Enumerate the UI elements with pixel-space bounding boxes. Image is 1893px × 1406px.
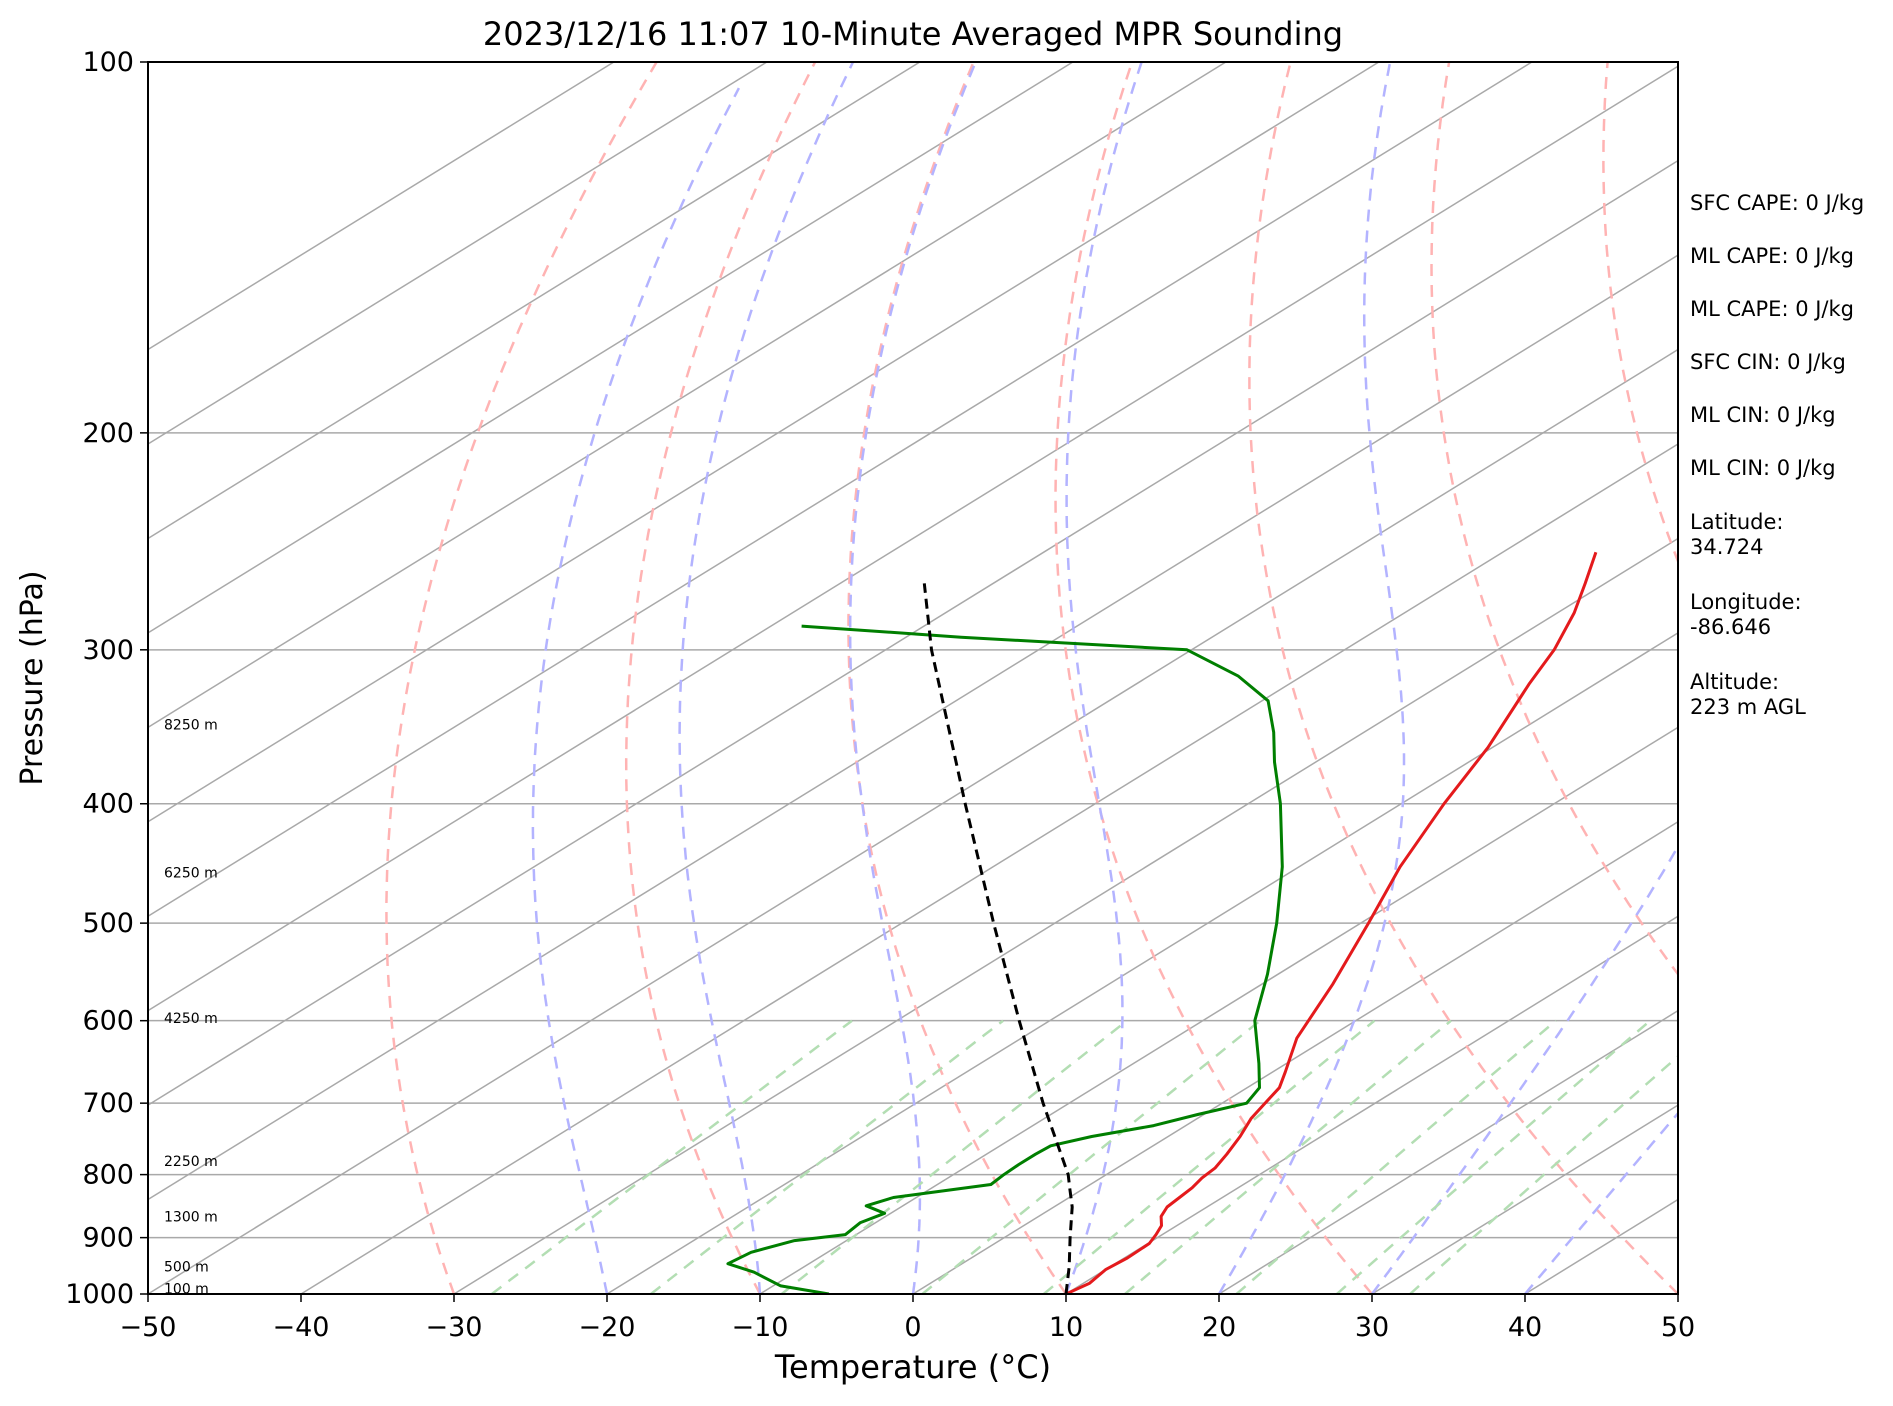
annotation-line: 34.724	[1690, 535, 1763, 559]
dry-adiabat	[624, 62, 817, 1294]
mixing-ratio-line	[1335, 1019, 1651, 1294]
annotation-line: ML CIN: 0 J/kg	[1690, 403, 1836, 427]
height-label: 100 m	[164, 1282, 209, 1298]
sounding-annotations: SFC CAPE: 0 J/kg ML CAPE: 0 J/kg ML CAPE: …	[1690, 191, 1864, 719]
y-tick-label: 100	[82, 47, 134, 78]
y-axis-label: Pressure (hPa)	[15, 570, 50, 785]
sounding-lines	[726, 551, 1598, 1294]
x-tick-label: −40	[273, 1312, 330, 1343]
annotation-line: -86.646	[1690, 615, 1771, 639]
mixing-ratio-line	[1409, 1054, 1678, 1294]
background-grid	[148, 62, 1678, 1294]
x-tick-label: 20	[1202, 1312, 1236, 1343]
annotation-line: Altitude:	[1690, 670, 1779, 694]
x-tick-label: −30	[426, 1312, 483, 1343]
height-label: 6250 m	[164, 866, 218, 882]
y-axis-ticks: 100 200 300 400 500 600 700 800 900 1000	[65, 47, 148, 1310]
y-tick-label: 200	[82, 418, 134, 449]
mixing-ratio-line	[1124, 1019, 1452, 1294]
moist-adiabat	[848, 62, 977, 1294]
mixing-ratio-line	[780, 1019, 1128, 1294]
isotherm	[148, 62, 1380, 823]
dry-adiabat	[1248, 62, 1678, 1294]
x-tick-label: 10	[1049, 1312, 1083, 1343]
annotation-line: 223 m AGL	[1690, 695, 1806, 719]
isotherm	[148, 62, 1227, 729]
annotation-line: ML CAPE: 0 J/kg	[1690, 297, 1854, 321]
height-label: 1300 m	[164, 1209, 218, 1225]
dry-adiabat	[847, 62, 1068, 1294]
moist-adiabat	[1064, 62, 1143, 1294]
y-tick-label: 800	[82, 1160, 134, 1191]
annotation-line: SFC CAPE: 0 J/kg	[1690, 191, 1864, 215]
moist-adiabat	[1524, 1111, 1678, 1294]
isotherm	[148, 159, 1678, 1106]
moist-adiabat	[1217, 62, 1406, 1294]
isotherm	[148, 65, 1678, 1012]
y-tick-label: 700	[82, 1088, 134, 1119]
y-tick-label: 1000	[65, 1279, 134, 1310]
x-tick-label: 40	[1508, 1312, 1542, 1343]
height-label: 500 m	[164, 1260, 209, 1276]
isotherm	[148, 62, 921, 540]
height-label: 4250 m	[164, 1011, 218, 1027]
parcel-path	[922, 583, 1074, 1294]
x-axis-label: Temperature (°C)	[774, 1348, 1051, 1386]
height-label: 2250 m	[164, 1154, 218, 1170]
mixing-ratio-line	[1235, 1019, 1557, 1294]
y-tick-label: 600	[82, 1006, 134, 1037]
dry-adiabat	[1602, 62, 1678, 565]
height-label: 8250 m	[164, 718, 218, 734]
isotherm	[1218, 1009, 1678, 1294]
isotherm	[148, 348, 1678, 1294]
dewpoint-trace	[726, 624, 1284, 1294]
x-tick-label: −50	[120, 1312, 177, 1343]
y-tick-label: 900	[82, 1223, 134, 1254]
x-tick-label: 30	[1355, 1312, 1389, 1343]
annotation-line: Longitude:	[1690, 590, 1802, 614]
moist-adiabat	[678, 62, 855, 1294]
annotation-line: ML CIN: 0 J/kg	[1690, 456, 1836, 480]
annotation-line: ML CAPE: 0 J/kg	[1690, 244, 1854, 268]
height-labels: 8250 m 6250 m 4250 m 2250 m 1300 m 500 m 100 m	[164, 718, 218, 1298]
dry-adiabat	[1054, 62, 1373, 1294]
y-tick-label: 300	[82, 635, 134, 666]
annotation-line: Latitude:	[1690, 510, 1784, 534]
x-tick-label: −10	[732, 1312, 789, 1343]
isotherm	[453, 537, 1678, 1294]
mixing-ratio-line	[650, 1019, 1004, 1294]
isotherm	[148, 62, 1533, 918]
isotherm	[759, 726, 1678, 1294]
isotherm	[300, 443, 1678, 1294]
isotherm	[148, 62, 615, 351]
x-tick-label: 0	[904, 1312, 921, 1343]
isotherm	[148, 254, 1678, 1201]
isotherm	[1065, 915, 1678, 1294]
temperature-trace	[1065, 551, 1598, 1294]
x-axis-ticks: −50 −40 −30 −20 −10 0 10 20 30 40 50	[120, 1294, 1695, 1343]
moist-adiabat	[531, 87, 741, 1294]
isotherm	[912, 820, 1678, 1294]
mixing-ratio-line	[921, 1019, 1261, 1294]
y-tick-label: 500	[82, 908, 134, 939]
mixing-ratio-line	[1042, 1019, 1376, 1294]
y-tick-label: 400	[82, 789, 134, 820]
dry-adiabat	[1430, 62, 1678, 977]
isotherm	[606, 632, 1678, 1294]
plot-frame	[147, 61, 1679, 1295]
isotherm	[148, 62, 1074, 634]
annotation-line: SFC CIN: 0 J/kg	[1690, 350, 1846, 374]
mixing-ratio-line	[491, 1019, 853, 1294]
isotherm	[148, 62, 768, 445]
x-tick-label: −20	[579, 1312, 636, 1343]
x-tick-label: 50	[1661, 1312, 1695, 1343]
chart-title: 2023/12/16 11:07 10-Minute Averaged MPR …	[483, 15, 1343, 53]
dry-adiabat	[385, 62, 658, 1294]
